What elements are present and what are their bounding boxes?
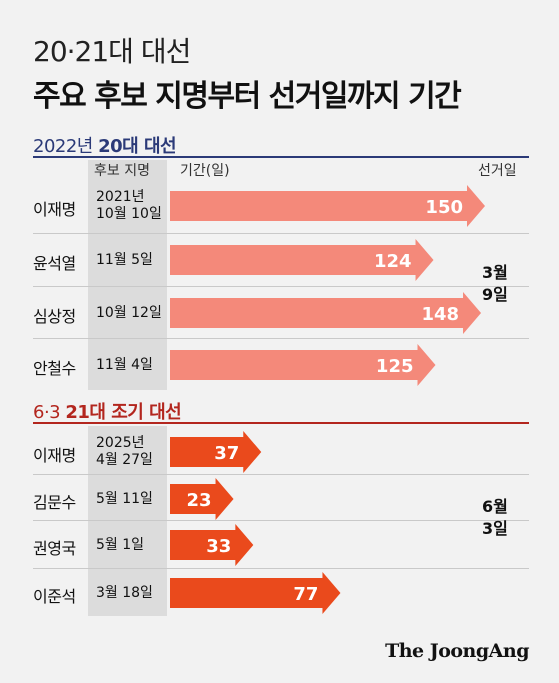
candidate-name: 김문수 xyxy=(33,493,76,512)
section-rule-20th xyxy=(33,156,529,158)
bar-1-0 xyxy=(170,431,262,473)
bar-1-1 xyxy=(170,478,234,520)
candidate-name: 심상정 xyxy=(33,307,76,326)
column-header-period: 기간(일) xyxy=(180,163,230,179)
nomination-date: 2025년 4월 27일 xyxy=(96,435,153,468)
bar-0-1 xyxy=(170,239,434,281)
bar-1-2 xyxy=(170,524,254,566)
candidate-name: 이준석 xyxy=(33,587,76,606)
candidate-name: 안철수 xyxy=(33,359,76,378)
bar-value-label: 124 xyxy=(374,251,412,272)
candidate-name: 권영국 xyxy=(33,539,76,558)
row-separator xyxy=(33,520,529,521)
bar-0-3 xyxy=(170,344,436,386)
section-title-20th-prefix: 2022년 xyxy=(33,136,99,157)
nomination-date: 3월 18일 xyxy=(96,584,153,601)
section-title-21st-main: 21대 조기 대선 xyxy=(65,402,182,423)
bar-value-label: 23 xyxy=(186,490,211,511)
nomination-date: 11월 5일 xyxy=(96,251,153,268)
chart-title: 주요 후보 지명부터 선거일까지 기간 xyxy=(33,79,462,114)
column-header-date: 후보 지명 xyxy=(94,163,150,179)
nomination-date: 5월 1일 xyxy=(96,536,145,553)
election-day-20th: 3월 9일 xyxy=(482,263,508,304)
column-header-election: 선거일 xyxy=(478,163,517,179)
nomination-date: 2021년 10월 10일 xyxy=(96,189,162,222)
section-title-21st-prefix: 6·3 xyxy=(33,402,66,423)
candidate-name: 이재명 xyxy=(33,446,76,465)
candidate-name: 이재명 xyxy=(33,200,76,219)
election-day-21st: 6월 3일 xyxy=(482,497,508,538)
chart-supertitle: 20·21대 대선 xyxy=(33,35,191,68)
section-title-21st: 6·3 21대 조기 대선 xyxy=(33,398,182,424)
nomination-date: 10월 12일 xyxy=(96,304,162,321)
bar-value-label: 148 xyxy=(421,304,459,325)
row-separator xyxy=(33,233,529,234)
bar-value-label: 33 xyxy=(206,536,231,557)
section-rule-21st xyxy=(33,422,529,424)
row-separator xyxy=(33,474,529,475)
date-column-bg-21st xyxy=(88,426,167,616)
bar-1-3 xyxy=(170,572,341,614)
nomination-date: 11월 4일 xyxy=(96,356,153,373)
bar-value-label: 77 xyxy=(293,584,318,605)
bar-0-2 xyxy=(170,292,482,334)
bar-value-label: 125 xyxy=(376,356,414,377)
bar-0-0 xyxy=(170,185,485,227)
row-separator xyxy=(33,568,529,569)
row-separator xyxy=(33,286,529,287)
nomination-date: 5월 11일 xyxy=(96,490,153,507)
credit-logo: The JoongAng xyxy=(385,640,529,662)
row-separator xyxy=(33,338,529,339)
bar-value-label: 150 xyxy=(425,197,463,218)
section-title-20th: 2022년 20대 대선 xyxy=(33,132,177,158)
bar-value-label: 37 xyxy=(214,443,239,464)
section-title-20th-main: 20대 대선 xyxy=(98,136,177,157)
date-column-bg-20th xyxy=(88,160,167,390)
candidate-name: 윤석열 xyxy=(33,254,76,273)
